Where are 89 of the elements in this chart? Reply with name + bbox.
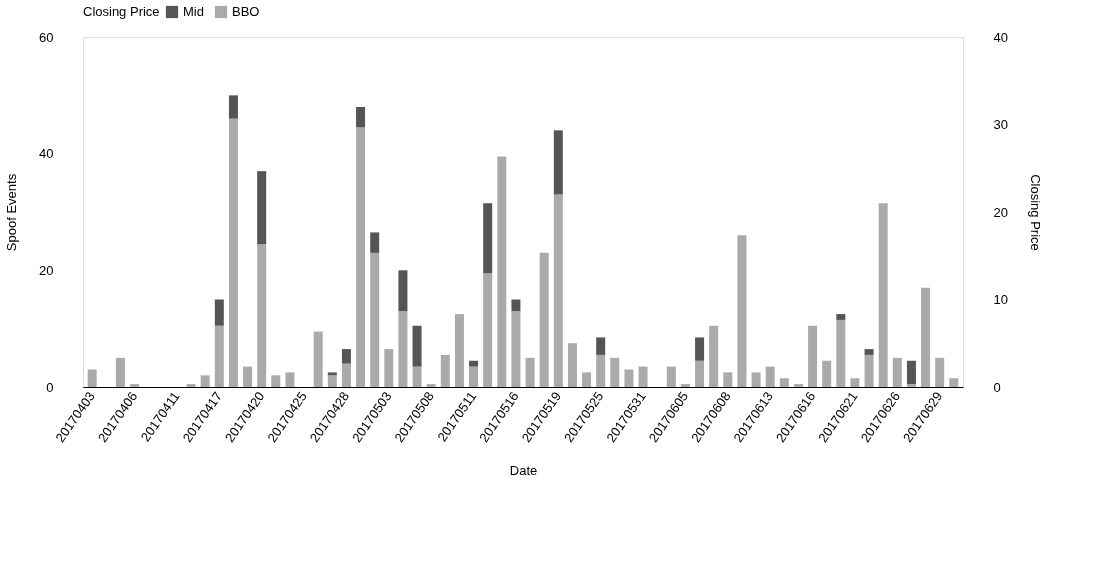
- y-tick-label: 20: [39, 262, 54, 278]
- bar: [186, 384, 196, 387]
- bar: [567, 343, 577, 387]
- bar: [596, 337, 606, 355]
- bar: [765, 366, 775, 387]
- bar: [214, 299, 224, 326]
- y-tick-label: 0: [46, 379, 54, 395]
- bar: [906, 360, 916, 385]
- bar: [313, 331, 323, 387]
- bar: [327, 372, 337, 376]
- bar: [200, 375, 210, 387]
- bar: [271, 375, 281, 387]
- bar: [370, 252, 380, 387]
- bar: [412, 325, 422, 367]
- bar: [864, 349, 874, 355]
- y-tick-label: 60: [39, 29, 54, 45]
- bar: [808, 325, 818, 387]
- bar: [624, 369, 634, 387]
- bar: [525, 357, 535, 387]
- bar: [384, 349, 394, 387]
- bar: [243, 366, 253, 387]
- bar: [398, 270, 408, 312]
- bar: [469, 360, 479, 367]
- bar: [680, 384, 690, 387]
- bar: [483, 203, 493, 274]
- bar: [454, 314, 464, 387]
- legend-label: BBO: [232, 4, 260, 19]
- bar: [850, 378, 860, 387]
- bar: [892, 357, 902, 387]
- y2-tick-label: 10: [993, 292, 1008, 307]
- bar: [257, 244, 267, 387]
- bar: [779, 378, 789, 387]
- bar: [666, 366, 676, 387]
- bar: [921, 287, 931, 387]
- bar: [949, 378, 959, 387]
- bar: [638, 366, 648, 387]
- bar: [285, 372, 295, 387]
- bar: [356, 107, 366, 128]
- bar: [130, 384, 140, 387]
- bar: [341, 363, 351, 387]
- bar: [539, 252, 549, 387]
- bar: [257, 171, 267, 245]
- bar: [793, 384, 803, 387]
- bar: [426, 384, 436, 387]
- bar: [553, 194, 563, 387]
- bar: [115, 357, 125, 387]
- y2-tick-label: 0: [993, 379, 1001, 395]
- bar: [596, 354, 606, 387]
- bar: [440, 354, 450, 387]
- bar: [737, 235, 747, 387]
- bar: [836, 314, 846, 320]
- bar: [483, 273, 493, 387]
- bar: [398, 311, 408, 387]
- legend-title: Closing Price: [83, 4, 160, 19]
- bar: [836, 319, 846, 387]
- bar: [356, 127, 366, 387]
- y2-tick-label: 30: [993, 117, 1008, 132]
- legend-label: Mid: [183, 4, 204, 19]
- y2-axis-title: Closing Price: [1027, 174, 1043, 251]
- bar: [582, 372, 592, 387]
- bar: [695, 337, 705, 361]
- bar: [878, 203, 888, 387]
- bar: [497, 156, 507, 387]
- bar: [751, 372, 761, 387]
- bar: [935, 357, 945, 387]
- bar: [228, 95, 238, 119]
- bar: [906, 384, 916, 387]
- bar: [553, 130, 563, 195]
- bar: [412, 366, 422, 387]
- bar: [723, 372, 733, 387]
- bar: [610, 357, 620, 387]
- bar: [511, 311, 521, 387]
- bar: [228, 118, 238, 387]
- bar: [695, 360, 705, 387]
- bar: [87, 369, 97, 387]
- bar: [214, 325, 224, 387]
- bar: [341, 349, 351, 364]
- bar: [822, 360, 832, 387]
- bar: [469, 366, 479, 387]
- y-axis-title: Spoof Events: [4, 173, 20, 252]
- bar: [864, 354, 874, 387]
- bar: [370, 232, 380, 253]
- bar: [709, 325, 719, 387]
- y2-tick-label: 20: [993, 204, 1008, 220]
- x-axis-title: Date: [509, 462, 538, 478]
- bar: [511, 299, 521, 312]
- y-tick-label: 40: [39, 146, 54, 162]
- y2-tick-label: 40: [993, 29, 1008, 45]
- bar: [327, 375, 337, 387]
